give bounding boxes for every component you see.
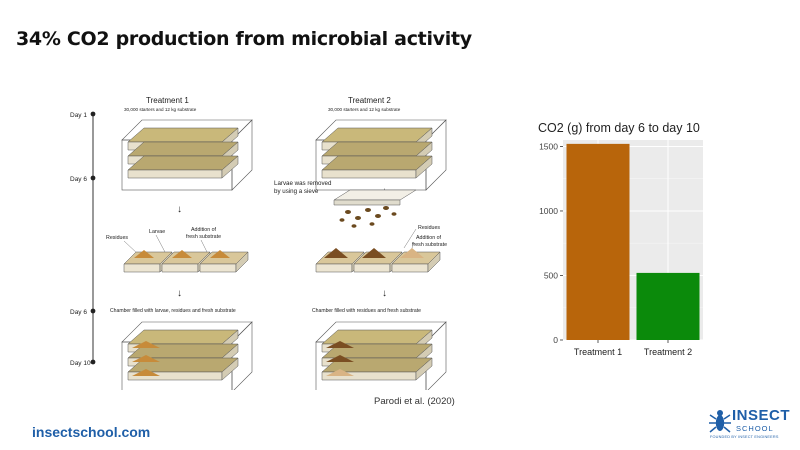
- treatment2-chamber-day6: [315, 321, 447, 390]
- treatment2-label-larvae-removed: Larvae was removed: [274, 180, 332, 187]
- treatment1-label-addition: fresh substrate: [186, 234, 221, 240]
- treatment2-label-residues: Residues: [418, 225, 440, 231]
- treatment2-chamber-day1: [315, 119, 447, 191]
- treatment2-tray-row: [315, 248, 441, 273]
- bar: [566, 143, 630, 340]
- insect-school-logo[interactable]: INSECT SCHOOL FOUNDED BY INSECT ENGINEER…: [706, 403, 796, 445]
- treatment1-label-addition: Addition of: [191, 227, 217, 233]
- logo-tagline: FOUNDED BY INSECT ENGINEERS: [710, 435, 779, 439]
- bar: [636, 272, 700, 340]
- logo-sub: SCHOOL: [736, 424, 774, 433]
- timeline-dot: [90, 308, 96, 314]
- timeline-label: Day 6: [70, 176, 87, 183]
- treatment2-label-addition: fresh substrate: [412, 242, 447, 248]
- treatment1-label-larvae: Larvae: [149, 229, 165, 235]
- timeline-dot: [90, 111, 96, 117]
- arrow-down-icon: ↓: [382, 288, 387, 299]
- timeline-label: Day 10: [70, 360, 91, 367]
- treatment1-subtitle: 30,000 starters and 12 kg substrate: [124, 107, 197, 112]
- arrow-down-icon: ↓: [177, 204, 182, 215]
- treatment2-caption: Chamber filled with residues and fresh s…: [312, 308, 421, 314]
- timeline-dot: [90, 359, 96, 365]
- slide-title: 34% CO2 production from microbial activi…: [16, 28, 472, 50]
- citation: Parodi et al. (2020): [374, 396, 455, 407]
- x-tick-label: Treatment 1: [574, 347, 622, 357]
- experiment-diagram: Day 1 Day 6 Day 6 Day 10 Treatment 1 30,…: [70, 96, 447, 390]
- treatment1-chamber-day1: [121, 119, 253, 191]
- arrow-down-icon: ↓: [177, 288, 182, 299]
- treatment1-chamber-day6: [121, 321, 253, 390]
- treatment2-label-addition: Addition of: [416, 235, 442, 241]
- treatment2-label-larvae-removed: by using a sieve: [274, 188, 319, 195]
- timeline-label: Day 1: [70, 112, 87, 119]
- x-tick-label: Treatment 2: [644, 347, 692, 357]
- logo-name: INSECT: [732, 407, 791, 424]
- y-tick-label: 0: [553, 335, 558, 345]
- treatment1-title: Treatment 1: [146, 96, 189, 105]
- timeline-dot: [90, 175, 96, 181]
- y-tick-label: 1500: [539, 141, 558, 151]
- treatment1-caption: Chamber filled with larvae, residues and…: [110, 308, 236, 314]
- treatment1-tray-row: [123, 250, 249, 273]
- co2-bar-chart: 0 500 1000 1500 Treatment 1 Treatment 2: [539, 140, 703, 357]
- footer-website-link[interactable]: insectschool.com: [32, 424, 151, 440]
- timeline-label: Day 6: [70, 309, 87, 316]
- treatment2-title: Treatment 2: [348, 96, 391, 105]
- chart-title: CO2 (g) from day 6 to day 10: [538, 121, 700, 135]
- y-tick-label: 500: [544, 270, 558, 280]
- treatment1-label-residues: Residues: [106, 235, 128, 241]
- treatment2-subtitle: 30,000 starters and 12 kg substrate: [328, 107, 401, 112]
- y-tick-label: 1000: [539, 206, 558, 216]
- sieve-icon: [333, 189, 417, 228]
- insect-logo-icon: [709, 410, 731, 433]
